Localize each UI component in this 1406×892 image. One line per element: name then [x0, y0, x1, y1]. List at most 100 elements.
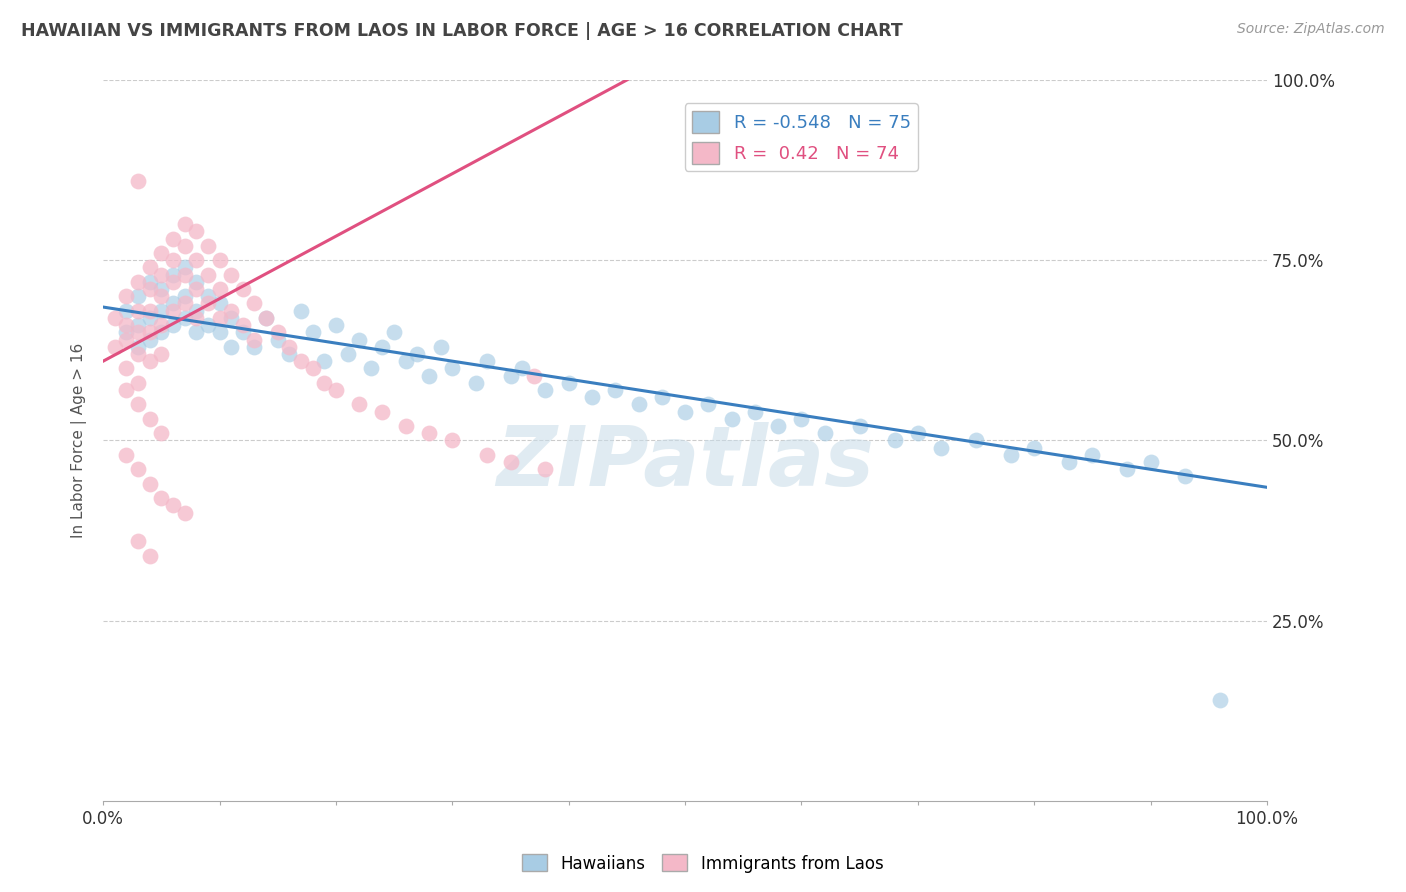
Point	[150, 289, 173, 303]
Point	[208, 282, 231, 296]
Point	[186, 282, 208, 296]
Point	[219, 268, 242, 282]
Point	[127, 397, 149, 411]
Point	[115, 326, 138, 340]
Text: ZIPatlas: ZIPatlas	[496, 422, 875, 502]
Point	[186, 310, 208, 325]
Point	[173, 310, 195, 325]
Point	[139, 354, 162, 368]
Point	[127, 326, 149, 340]
Point	[605, 383, 627, 397]
Point	[150, 318, 173, 332]
Point	[173, 217, 195, 231]
Point	[186, 224, 208, 238]
Point	[127, 275, 149, 289]
Point	[186, 253, 208, 268]
Point	[418, 368, 440, 383]
Point	[150, 282, 173, 296]
Point	[651, 390, 673, 404]
Point	[243, 333, 266, 347]
Point	[208, 253, 231, 268]
Point	[127, 347, 149, 361]
Point	[115, 303, 138, 318]
Point	[115, 318, 138, 332]
Point	[186, 326, 208, 340]
Point	[127, 462, 149, 476]
Point	[162, 268, 184, 282]
Point	[139, 326, 162, 340]
Point	[336, 347, 359, 361]
Point	[139, 549, 162, 563]
Point	[208, 296, 231, 310]
Point	[325, 383, 347, 397]
Point	[208, 326, 231, 340]
Point	[254, 310, 277, 325]
Point	[883, 434, 905, 448]
Point	[814, 426, 837, 441]
Point	[418, 426, 440, 441]
Point	[162, 318, 184, 332]
Point	[173, 260, 195, 275]
Point	[314, 376, 336, 390]
Point	[1024, 441, 1046, 455]
Point	[290, 303, 312, 318]
Point	[127, 340, 149, 354]
Point	[162, 296, 184, 310]
Point	[441, 434, 464, 448]
Point	[371, 404, 394, 418]
Point	[477, 354, 499, 368]
Point	[510, 361, 533, 376]
Point	[150, 426, 173, 441]
Point	[278, 340, 301, 354]
Point	[173, 268, 195, 282]
Point	[127, 303, 149, 318]
Point	[382, 326, 405, 340]
Point	[150, 491, 173, 505]
Point	[720, 412, 742, 426]
Point	[208, 310, 231, 325]
Point	[395, 354, 418, 368]
Point	[115, 333, 138, 347]
Point	[477, 448, 499, 462]
Point	[243, 296, 266, 310]
Point	[314, 354, 336, 368]
Point	[173, 239, 195, 253]
Point	[267, 326, 290, 340]
Point	[139, 282, 162, 296]
Point	[278, 347, 301, 361]
Point	[139, 260, 162, 275]
Point	[907, 426, 929, 441]
Point	[104, 310, 127, 325]
Point	[697, 397, 720, 411]
Point	[186, 303, 208, 318]
Point	[139, 333, 162, 347]
Point	[150, 246, 173, 260]
Point	[115, 361, 138, 376]
Point	[965, 434, 987, 448]
Point	[232, 282, 254, 296]
Text: Source: ZipAtlas.com: Source: ZipAtlas.com	[1237, 22, 1385, 37]
Point	[557, 376, 579, 390]
Point	[254, 310, 277, 325]
Point	[534, 383, 557, 397]
Point	[150, 326, 173, 340]
Point	[301, 361, 323, 376]
Point	[127, 376, 149, 390]
Point	[104, 340, 127, 354]
Point	[150, 347, 173, 361]
Point	[139, 412, 162, 426]
Point	[441, 361, 464, 376]
Point	[232, 318, 254, 332]
Point	[127, 318, 149, 332]
Point	[115, 448, 138, 462]
Point	[290, 354, 312, 368]
Point	[395, 419, 418, 434]
Y-axis label: In Labor Force | Age > 16: In Labor Force | Age > 16	[72, 343, 87, 538]
Point	[127, 289, 149, 303]
Point	[139, 476, 162, 491]
Point	[219, 303, 242, 318]
Point	[232, 326, 254, 340]
Point	[499, 368, 522, 383]
Point	[197, 268, 219, 282]
Point	[523, 368, 546, 383]
